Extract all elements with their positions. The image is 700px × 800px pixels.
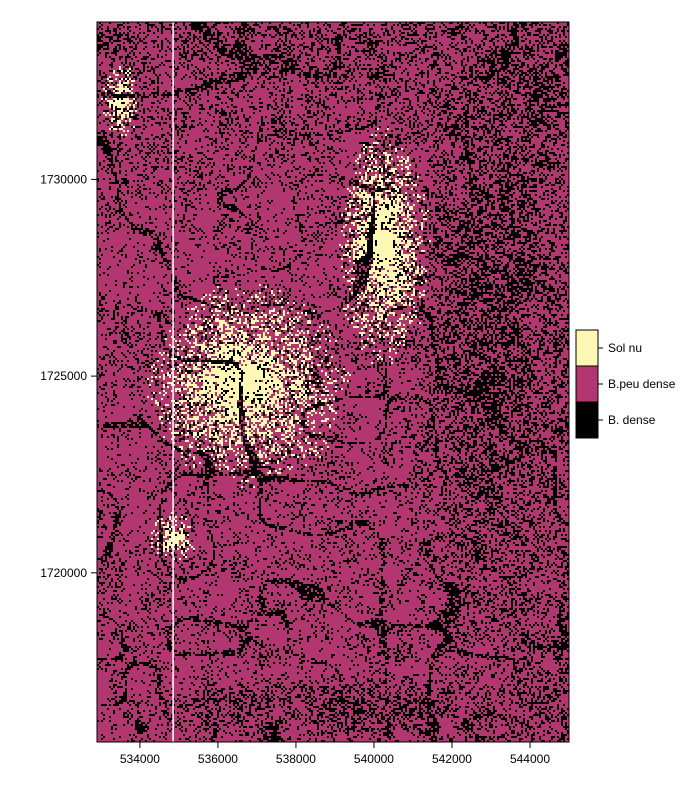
legend-swatch — [575, 365, 599, 403]
y-axis: 1720000 1725000 1730000 — [40, 172, 97, 580]
legend-swatch — [575, 401, 599, 439]
plot-frame — [96, 21, 570, 743]
legend: Sol nu B.peu dense B. dense — [575, 329, 676, 439]
y-tick-label: 1730000 — [40, 172, 87, 186]
x-tick-label: 540000 — [354, 752, 394, 766]
y-tick-label: 1720000 — [40, 566, 87, 580]
legend-swatch — [575, 329, 599, 367]
legend-label: B.peu dense — [608, 377, 676, 391]
x-tick-label: 534000 — [120, 752, 160, 766]
x-tick-label: 542000 — [432, 752, 472, 766]
legend-label: B. dense — [608, 413, 656, 427]
x-tick-label: 538000 — [276, 752, 316, 766]
x-tick-label: 544000 — [510, 752, 550, 766]
raster-layer — [97, 22, 569, 742]
y-tick-label: 1725000 — [40, 369, 87, 383]
x-axis: 534000 536000 538000 540000 542000 544000 — [120, 742, 550, 766]
x-tick-label: 536000 — [198, 752, 238, 766]
land-cover-raster — [97, 22, 569, 742]
legend-label: Sol nu — [608, 341, 642, 355]
